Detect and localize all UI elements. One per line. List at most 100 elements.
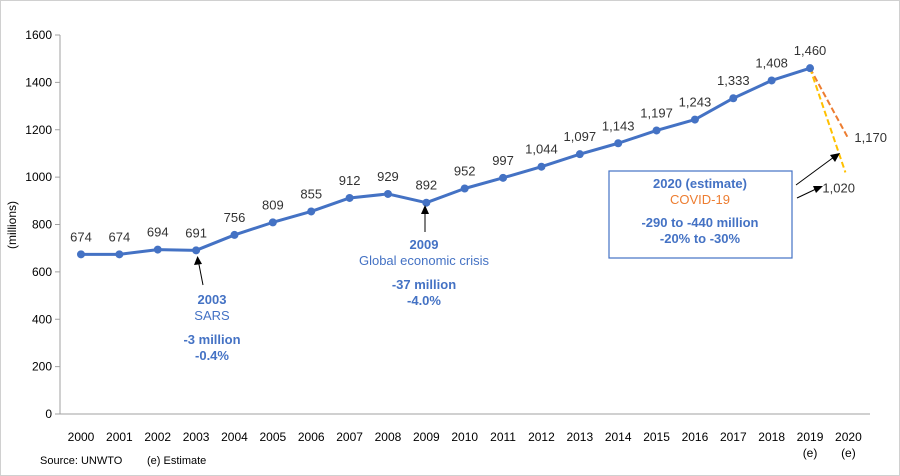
covid-box-event: COVID-19 bbox=[670, 192, 730, 207]
data-label: 855 bbox=[300, 186, 322, 201]
x-tick-label: 2000 bbox=[68, 430, 95, 444]
arrow-head-2003 bbox=[194, 256, 202, 265]
data-point bbox=[537, 162, 546, 171]
x-tick-label: 2014 bbox=[605, 430, 632, 444]
x-tick-label: 2019 bbox=[797, 430, 824, 444]
data-point bbox=[614, 139, 623, 148]
projection-label-high: 1,170 bbox=[854, 130, 887, 145]
data-label: 912 bbox=[339, 173, 361, 188]
data-label: 674 bbox=[70, 229, 92, 244]
projection-label-low: 1,020 bbox=[822, 180, 855, 195]
projection-line-high bbox=[809, 67, 849, 138]
x-tick-label: 2010 bbox=[451, 430, 478, 444]
data-point bbox=[192, 246, 201, 255]
y-tick-label: 600 bbox=[32, 265, 52, 279]
data-point bbox=[575, 150, 584, 159]
arrow-covid-high bbox=[796, 188, 817, 199]
data-label: 674 bbox=[109, 229, 131, 244]
annotation-2009-pct: -4.0% bbox=[407, 293, 441, 308]
x-tick-label: 2004 bbox=[221, 430, 248, 444]
data-label: 1,197 bbox=[640, 105, 673, 120]
x-tick-label: 2020 bbox=[835, 430, 862, 444]
x-tick-label: 2005 bbox=[259, 430, 286, 444]
x-tick-label: 2006 bbox=[298, 430, 325, 444]
data-point bbox=[690, 115, 699, 124]
covid-box-pct: -20% to -30% bbox=[660, 231, 741, 246]
x-tick-sublabel: (e) bbox=[803, 446, 818, 460]
data-label: 1,333 bbox=[717, 73, 750, 88]
data-point bbox=[422, 198, 431, 207]
x-tick-label: 2001 bbox=[106, 430, 133, 444]
annotation-2003-change: -3 million bbox=[183, 332, 240, 347]
covid-annotation-box bbox=[608, 170, 793, 259]
x-tick-label: 2002 bbox=[144, 430, 171, 444]
data-label: 1,097 bbox=[564, 129, 597, 144]
y-tick-label: 400 bbox=[32, 312, 52, 326]
data-point bbox=[230, 230, 239, 239]
data-label: 1,044 bbox=[525, 142, 558, 157]
projection-line-low bbox=[809, 67, 847, 173]
covid-box-title: 2020 (estimate) bbox=[653, 176, 747, 191]
y-axis-label: (millions) bbox=[5, 201, 19, 249]
y-tick-label: 200 bbox=[32, 360, 52, 374]
x-tick-label: 2012 bbox=[528, 430, 555, 444]
data-label: 1,243 bbox=[679, 95, 712, 110]
x-tick-label: 2007 bbox=[336, 430, 363, 444]
data-point bbox=[383, 189, 392, 198]
annotation-2003-year: 2003 bbox=[198, 292, 227, 307]
y-tick-label: 1600 bbox=[25, 28, 52, 42]
y-tick-label: 800 bbox=[32, 218, 52, 232]
data-label: 929 bbox=[377, 169, 399, 184]
data-label: 1,143 bbox=[602, 118, 635, 133]
data-point bbox=[115, 250, 124, 259]
x-tick-label: 2015 bbox=[643, 430, 670, 444]
data-point bbox=[729, 94, 738, 103]
y-tick-label: 0 bbox=[45, 407, 52, 421]
annotation-2009-change: -37 million bbox=[392, 277, 456, 292]
arrow-head-2009 bbox=[421, 205, 429, 214]
data-label: 756 bbox=[224, 210, 246, 225]
annotation-2009-event: Global economic crisis bbox=[359, 253, 490, 268]
data-label: 809 bbox=[262, 197, 284, 212]
data-label: 694 bbox=[147, 225, 169, 240]
data-label: 952 bbox=[454, 163, 476, 178]
footer-source: Source: UNWTO bbox=[40, 455, 123, 467]
data-point bbox=[153, 245, 162, 254]
arrow-2003 bbox=[198, 261, 204, 286]
series-line bbox=[81, 66, 811, 256]
x-tick-sublabel: (e) bbox=[841, 446, 856, 460]
data-point bbox=[767, 76, 776, 85]
covid-box-change: -290 to -440 million bbox=[641, 215, 758, 230]
data-label: 691 bbox=[185, 225, 207, 240]
arrow-head-covid-low bbox=[830, 153, 840, 162]
data-point bbox=[460, 184, 469, 193]
annotation-2009-year: 2009 bbox=[410, 237, 439, 252]
data-point bbox=[77, 250, 85, 259]
data-point bbox=[499, 173, 508, 182]
data-label: 1,408 bbox=[755, 55, 788, 70]
data-point bbox=[652, 126, 661, 135]
annotation-2003-pct: -0.4% bbox=[195, 348, 229, 363]
x-tick-label: 2016 bbox=[682, 430, 709, 444]
y-tick-label: 1200 bbox=[25, 123, 52, 137]
data-label: 1,460 bbox=[794, 43, 827, 58]
x-tick-label: 2008 bbox=[375, 430, 402, 444]
data-point bbox=[345, 193, 354, 202]
data-point bbox=[307, 207, 316, 216]
data-label: 892 bbox=[415, 178, 437, 193]
x-tick-label: 2018 bbox=[758, 430, 785, 444]
x-tick-label: 2011 bbox=[490, 430, 516, 444]
x-tick-label: 2017 bbox=[720, 430, 747, 444]
footer-note: (e) Estimate bbox=[147, 455, 206, 467]
x-tick-label: 2003 bbox=[183, 430, 210, 444]
annotation-2003-event: SARS bbox=[194, 308, 230, 323]
x-tick-label: 2009 bbox=[413, 430, 440, 444]
data-point bbox=[806, 64, 815, 73]
data-label: 997 bbox=[492, 153, 514, 168]
arrow-covid-low bbox=[795, 156, 835, 186]
y-tick-label: 1000 bbox=[25, 170, 52, 184]
x-tick-label: 2013 bbox=[566, 430, 593, 444]
arrow-head-covid-high bbox=[813, 186, 823, 193]
y-tick-label: 1400 bbox=[25, 75, 52, 89]
